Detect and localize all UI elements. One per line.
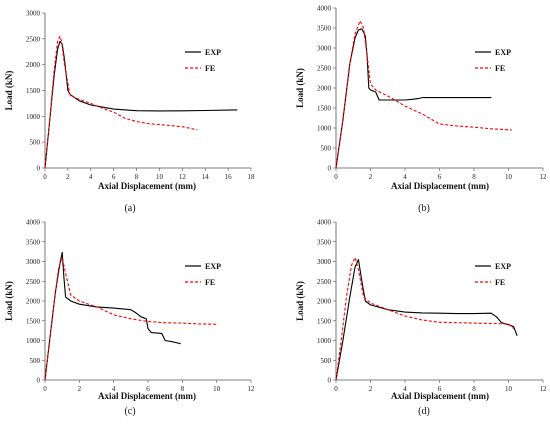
y-tick-label: 3500 — [26, 238, 41, 246]
series-line-fe — [44, 35, 198, 169]
legend-label-exp: EXP — [495, 262, 511, 271]
y-tick-label: 3000 — [317, 258, 332, 266]
x-tick-label: 0 — [43, 173, 47, 181]
x-tick-label: 6 — [438, 173, 442, 181]
x-tick-label: 2 — [78, 385, 82, 393]
x-tick-label: 8 — [472, 385, 476, 393]
chart-panel-3: 0 2 4 6 8 10 12 0 500 1000 1500 2000 2500 3000 3500 400… — [295, 219, 547, 418]
series-line-exp — [44, 251, 181, 381]
series-line-fe — [335, 20, 512, 169]
y-tick-label: 2000 — [26, 298, 41, 306]
x-tick-label: 2 — [369, 173, 373, 181]
y-tick-label: 1500 — [26, 317, 41, 325]
x-tick-label: 12 — [179, 173, 187, 181]
series-line-exp — [335, 258, 518, 381]
panel-caption: (d) — [418, 406, 430, 417]
y-tick-label: 3000 — [26, 258, 41, 266]
y-tick-label: 3000 — [26, 10, 41, 18]
y-tick-label: 2500 — [317, 65, 332, 73]
x-tick-label: 4 — [403, 385, 407, 393]
y-axis-title: Load (kN) — [4, 281, 14, 321]
y-tick-label: 2500 — [26, 278, 41, 286]
y-tick-label: 500 — [30, 139, 41, 147]
x-tick-label: 4 — [403, 173, 407, 181]
y-tick-label: 500 — [321, 357, 332, 365]
x-tick-label: 14 — [202, 173, 210, 181]
x-tick-label: 2 — [369, 385, 373, 393]
panel-caption: (c) — [124, 406, 135, 417]
y-tick-label: 3500 — [317, 25, 332, 33]
series-line-fe — [44, 257, 217, 381]
x-tick-label: 8 — [135, 173, 139, 181]
legend-label-exp: EXP — [205, 48, 221, 57]
y-tick-label: 3500 — [317, 238, 332, 246]
y-tick-label: 2000 — [26, 61, 41, 69]
x-tick-label: 10 — [505, 173, 513, 181]
x-tick-label: 4 — [89, 173, 93, 181]
y-tick-label: 4000 — [317, 5, 332, 13]
x-tick-label: 2 — [66, 173, 70, 181]
x-tick-label: 0 — [43, 385, 47, 393]
y-tick-label: 4000 — [317, 219, 332, 227]
y-tick-label: 0 — [37, 165, 41, 173]
y-tick-label: 1500 — [317, 105, 332, 113]
y-tick-label: 1000 — [26, 113, 41, 121]
legend-label-exp: EXP — [205, 262, 221, 271]
chart-panel-2: 0 2 4 6 8 10 12 0 500 1000 1500 2000 2500 3000 3500 400… — [4, 219, 255, 418]
x-tick-label: 6 — [112, 173, 116, 181]
x-tick-label: 10 — [213, 385, 221, 393]
y-axis-title: Load (kN) — [295, 281, 305, 321]
x-tick-label: 10 — [156, 173, 164, 181]
x-tick-label: 6 — [146, 385, 150, 393]
x-axis-title: Axial Displacement (mm) — [98, 391, 196, 401]
x-axis-title: Axial Displacement (mm) — [98, 181, 196, 191]
x-axis-title: Axial Displacement (mm) — [391, 391, 489, 401]
legend-label-exp: EXP — [495, 48, 511, 57]
panel-caption: (a) — [124, 203, 135, 214]
x-tick-label: 18 — [248, 173, 256, 181]
series-line-exp — [335, 28, 492, 169]
x-axis-title: Axial Displacement (mm) — [391, 181, 489, 191]
y-tick-label: 2000 — [317, 85, 332, 93]
chart-panel-1: 0 2 4 6 8 10 12 0 500 1000 1500 2000 2500 3000 3500 400… — [295, 5, 547, 215]
y-tick-label: 1000 — [317, 337, 332, 345]
legend-label-fe: FE — [205, 278, 215, 287]
chart-panel-0: 0 2 4 6 8 10 12 14 16 18 0 500 1000 1500 2000 2500 3000 A… — [4, 10, 255, 215]
y-tick-label: 0 — [328, 165, 332, 173]
legend-label-fe: FE — [495, 278, 505, 287]
y-tick-label: 2000 — [317, 298, 332, 306]
x-tick-label: 8 — [472, 173, 476, 181]
y-tick-label: 2500 — [26, 35, 41, 43]
x-tick-label: 10 — [505, 385, 513, 393]
y-tick-label: 0 — [37, 377, 41, 385]
x-tick-label: 6 — [438, 385, 442, 393]
x-tick-label: 8 — [181, 385, 185, 393]
y-tick-label: 1000 — [317, 125, 332, 133]
series-line-fe — [335, 257, 515, 381]
x-tick-label: 4 — [112, 385, 116, 393]
y-tick-label: 0 — [328, 377, 332, 385]
panel-caption: (b) — [418, 203, 430, 214]
y-tick-label: 500 — [321, 145, 332, 153]
x-tick-label: 16 — [225, 173, 233, 181]
legend-label-fe: FE — [495, 64, 505, 73]
y-tick-label: 1500 — [317, 317, 332, 325]
y-tick-label: 3000 — [317, 45, 332, 53]
y-tick-label: 1500 — [26, 87, 41, 95]
y-tick-label: 2500 — [317, 278, 332, 286]
legend-label-fe: FE — [205, 64, 215, 73]
y-axis-title: Load (kN) — [295, 68, 305, 108]
x-tick-label: 12 — [248, 385, 256, 393]
y-tick-label: 500 — [30, 357, 41, 365]
y-axis-title: Load (kN) — [4, 71, 14, 111]
series-line-exp — [44, 40, 238, 169]
x-tick-label: 12 — [540, 385, 548, 393]
x-tick-label: 12 — [540, 173, 548, 181]
y-tick-label: 4000 — [26, 219, 41, 227]
x-tick-label: 0 — [334, 385, 338, 393]
x-tick-label: 0 — [334, 173, 338, 181]
y-tick-label: 1000 — [26, 337, 41, 345]
